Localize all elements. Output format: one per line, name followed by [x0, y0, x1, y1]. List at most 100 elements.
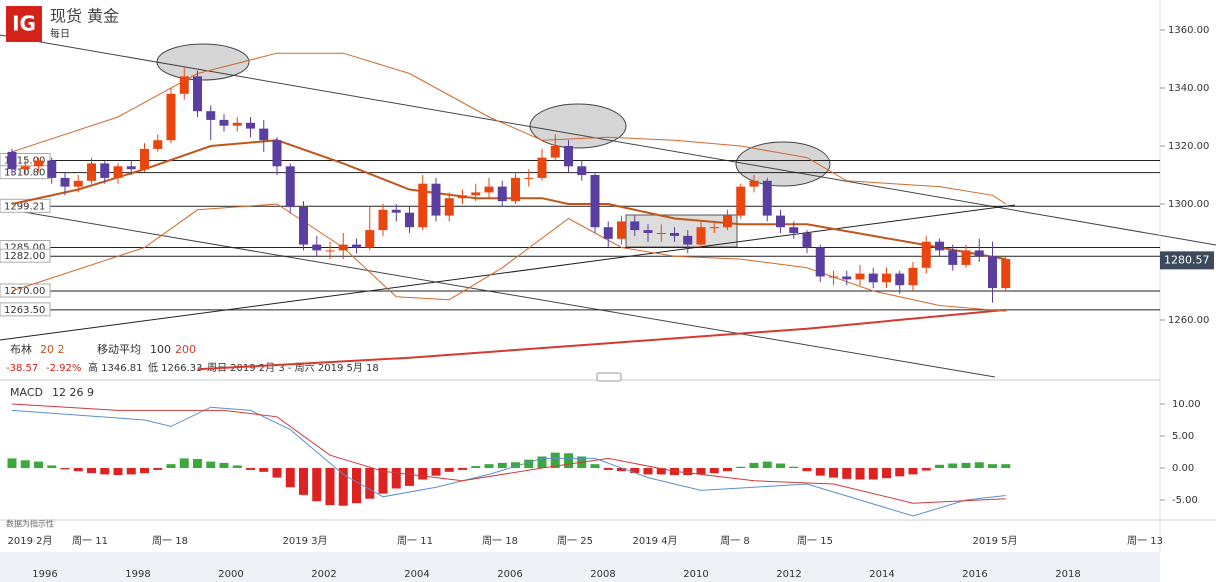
navigator-year: 1996	[32, 569, 57, 580]
histogram-bar	[60, 468, 70, 470]
candle-body	[7, 151, 17, 170]
histogram-bar	[511, 462, 520, 468]
candle-body	[577, 166, 587, 175]
candle-body	[921, 241, 931, 268]
candle-body	[20, 166, 30, 170]
candle-body	[232, 122, 242, 126]
candle-body	[60, 177, 70, 187]
histogram-bar	[1001, 464, 1011, 468]
level-label: 1315.00	[4, 156, 45, 167]
candle-body	[802, 233, 812, 248]
candle-body	[484, 186, 494, 193]
navigator-year: 2012	[776, 569, 801, 580]
pane-resize-handle[interactable]	[596, 372, 622, 382]
histogram-bar	[166, 464, 176, 468]
candle-body	[895, 273, 905, 286]
indicator-line	[11, 139, 1006, 261]
histogram-bar	[484, 464, 494, 468]
x-tick-label: 周一 25	[557, 535, 593, 547]
navigator[interactable]	[0, 552, 1160, 582]
candle-body	[219, 119, 229, 126]
candle-body	[524, 177, 534, 179]
candle-body	[338, 244, 348, 251]
histogram-bar	[537, 456, 547, 468]
change-pct: -2.92%	[46, 363, 81, 374]
macd-label: MACD	[10, 386, 43, 399]
histogram-bar	[815, 468, 825, 476]
candle-body	[948, 250, 958, 265]
y-tick-label: 1360.00	[1168, 25, 1209, 36]
candle-body	[206, 111, 216, 120]
histogram-bar	[20, 460, 30, 468]
navigator-year: 2008	[590, 569, 615, 580]
histogram-bar	[882, 468, 891, 479]
x-tick-label: 2019 2月	[8, 535, 53, 547]
histogram-bar	[736, 466, 746, 468]
navigator-year: 2010	[683, 569, 708, 580]
histogram-bar	[868, 468, 878, 480]
histogram-bar	[564, 453, 573, 468]
x-tick-label: 2019 4月	[633, 535, 678, 547]
candle-body	[299, 206, 308, 245]
candle-body	[789, 227, 799, 233]
candle-body	[630, 221, 640, 231]
candle-body	[272, 140, 282, 167]
histogram-bar	[47, 465, 57, 468]
histogram-bar	[378, 468, 388, 494]
candle-body	[749, 180, 759, 187]
indicator-line	[11, 52, 1007, 205]
highlight-ellipse	[156, 43, 250, 81]
navigator-year: 2004	[404, 569, 429, 580]
candle-body	[391, 209, 401, 213]
histogram-bar	[458, 468, 467, 470]
level-label: 1263.50	[4, 305, 45, 316]
y-tick-label: 0.00	[1172, 463, 1194, 474]
candle-body	[882, 273, 891, 283]
histogram-bar	[550, 452, 560, 468]
legend-label: 布林	[10, 342, 32, 356]
candle-body	[113, 166, 123, 178]
candle-body	[405, 212, 414, 228]
histogram-bar	[34, 461, 43, 468]
histogram-bar	[842, 468, 852, 479]
histogram-bar	[921, 468, 931, 471]
disclaimer: 数据为指示性	[6, 519, 54, 529]
x-tick-label: 周一 13	[1127, 535, 1163, 547]
candle-body	[126, 166, 136, 170]
legend-params: 20 2	[40, 343, 65, 356]
navigator-year: 2000	[218, 569, 243, 580]
indicator-legend: 布林 20 2 移动平均 100 200 -38.57 -2.92% 高 134…	[6, 342, 379, 529]
histogram-bar	[431, 468, 441, 476]
candle-body	[1001, 259, 1011, 289]
level-label: 1270.00	[4, 286, 45, 297]
candle-body	[378, 209, 388, 231]
candle-body	[590, 175, 600, 228]
histogram-bar	[961, 462, 971, 468]
candle-body	[815, 247, 825, 277]
candle-body	[709, 227, 719, 229]
level-label: 1282.00	[4, 251, 45, 262]
histogram-bar	[683, 468, 693, 476]
candle-body	[140, 148, 149, 170]
candle-body	[471, 192, 481, 196]
candle-body	[603, 227, 613, 239]
histogram-bar	[206, 461, 216, 468]
x-tick-label: 周一 8	[720, 535, 750, 547]
level-label-box	[0, 248, 51, 263]
histogram-bar	[829, 468, 838, 478]
histogram-bar	[696, 468, 706, 475]
navigator-year: 2006	[497, 569, 522, 580]
legend-params: 100	[150, 343, 171, 356]
macd-line	[11, 403, 1006, 504]
legend-label: 移动平均	[97, 343, 141, 356]
candle-body	[325, 250, 335, 252]
histogram-bar	[617, 468, 626, 472]
candle-body	[762, 180, 772, 216]
histogram-bar	[365, 468, 375, 499]
histogram-bar	[219, 462, 229, 468]
candle-body	[166, 93, 176, 141]
histogram-bar	[246, 468, 255, 470]
candle-body	[656, 233, 666, 234]
histogram-bar	[948, 463, 958, 468]
histogram-bar	[524, 459, 534, 468]
